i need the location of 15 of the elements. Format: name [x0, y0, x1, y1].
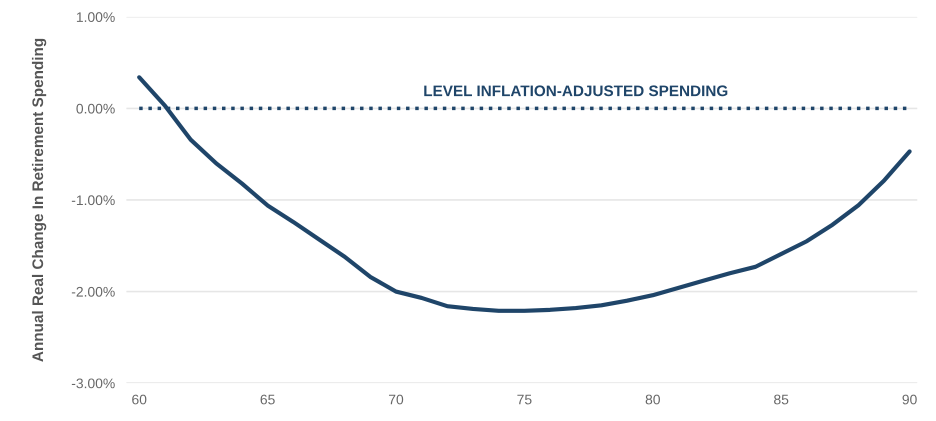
ref-line-label: LEVEL INFLATION-ADJUSTED SPENDING	[424, 85, 728, 96]
x-tick-label: 85	[774, 394, 788, 404]
x-tick-label: 60	[132, 394, 146, 404]
y-tick-label: 0.00%	[76, 104, 115, 114]
y-tick-label: -3.00%	[72, 378, 115, 388]
x-tick-label: 80	[646, 394, 660, 404]
x-tick-label: 75	[517, 394, 532, 404]
y-tick-label: -1.00%	[72, 195, 115, 206]
x-tick-label: 70	[388, 394, 404, 404]
x-tick-label: 90	[902, 394, 917, 404]
line-series	[137, 75, 912, 313]
y-axis-title: Annual Real Change In Retirement Spending	[32, 38, 46, 362]
x-tick-label: 65	[260, 394, 275, 404]
y-tick-label: 1.00%	[76, 12, 115, 22]
y-tick-label: -2.00%	[72, 286, 115, 297]
